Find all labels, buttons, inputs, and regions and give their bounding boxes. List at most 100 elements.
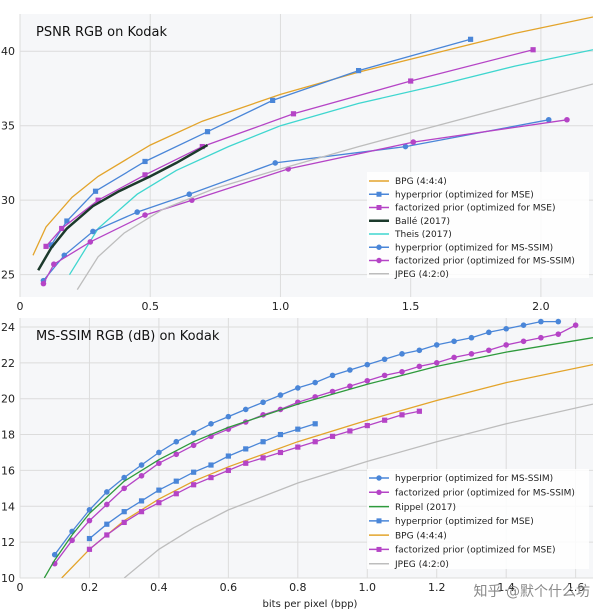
data-point-factorized-prior-optimized-for-mse <box>156 500 162 506</box>
legend-label: Theis (2017) <box>394 230 452 240</box>
ms-ssim-chart: 0 0.2 0.4 0.6 0.8 1.0 1.2 1.4 1.6 10 12 14 16 18 20 22 2… <box>1 318 593 594</box>
data-point-hyperprior-optimized-for-ms-ssim <box>242 406 249 413</box>
data-point-hyperprior-optimized-for-ms-ssim <box>156 449 162 456</box>
legend-label: hyperprior (optimized for MSE) <box>395 517 534 527</box>
legend-label: factorized prior (optimized for MS-SSIM) <box>395 257 575 267</box>
data-point-factorized-prior-optimized-for-ms-ssim <box>364 377 371 384</box>
x-tick-label: 1.5 <box>402 300 420 313</box>
data-point-factorized-prior-optimized-for-mse <box>121 519 127 526</box>
data-point-hyperprior-optimized-for-ms-ssim <box>545 116 552 123</box>
legend-label: factorized prior (optimized for MSE) <box>395 546 555 556</box>
data-point-factorized-prior-optimized-for-ms-ssim <box>121 485 127 492</box>
y-tick-label: 14 <box>1 500 15 513</box>
data-point-hyperprior-optimized-for-mse <box>225 453 231 459</box>
data-point-factorized-prior-optimized-for-mse <box>408 78 414 84</box>
legend-label: JPEG (4:2:0) <box>394 270 449 280</box>
y-tick-label: 16 <box>1 464 15 477</box>
data-point-hyperprior-optimized-for-ms-ssim <box>468 334 475 341</box>
data-point-hyperprior-optimized-for-mse <box>208 462 214 468</box>
series-group <box>32 16 593 290</box>
legend-label: hyperprior (optimized for MS-SSIM) <box>395 474 553 484</box>
data-point-hyperprior-optimized-for-ms-ssim <box>381 356 388 363</box>
legend-label: factorized prior (optimized for MS-SSIM) <box>395 488 575 498</box>
y-tick-label: 25 <box>1 269 15 282</box>
x-tick-label: 0 <box>17 300 24 313</box>
data-point-hyperprior-optimized-for-ms-ssim <box>520 322 527 328</box>
legend-marker <box>376 205 382 210</box>
data-point-factorized-prior-optimized-for-ms-ssim <box>538 334 544 341</box>
data-point-factorized-prior-optimized-for-mse <box>173 491 179 497</box>
series-line-hyperprior-optimized-for-mse <box>89 423 316 540</box>
data-point-factorized-prior-optimized-for-mse <box>382 417 388 423</box>
data-point-factorized-prior-optimized-for-mse <box>208 474 214 481</box>
legend-marker <box>376 257 382 264</box>
legend-label: BPG (4:4:4) <box>395 531 447 541</box>
data-point-factorized-prior-optimized-for-ms-ssim <box>520 338 527 345</box>
legend-marker <box>376 489 382 495</box>
data-point-hyperprior-optimized-for-mse <box>104 521 110 527</box>
legend-box <box>367 172 589 278</box>
data-point-factorized-prior-optimized-for-ms-ssim <box>51 261 57 268</box>
data-point-factorized-prior-optimized-for-mse <box>86 546 93 552</box>
data-point-factorized-prior-optimized-for-ms-ssim <box>399 368 405 375</box>
data-point-hyperprior-optimized-for-mse <box>204 129 211 135</box>
y-tick-label: 40 <box>1 45 15 58</box>
legend-marker <box>376 518 382 524</box>
data-point-hyperprior-optimized-for-mse <box>156 487 162 493</box>
data-point-hyperprior-optimized-for-ms-ssim <box>272 160 279 166</box>
legend-label: hyperprior (optimized for MS-SSIM) <box>395 243 553 253</box>
data-point-hyperprior-optimized-for-ms-ssim <box>329 372 336 379</box>
x-tick-label: 0.5 <box>141 300 159 313</box>
data-point-factorized-prior-optimized-for-ms-ssim <box>156 460 162 467</box>
data-point-hyperprior-optimized-for-mse <box>121 509 127 515</box>
x-tick-label: 1.4 <box>497 581 515 594</box>
data-point-factorized-prior-optimized-for-ms-ssim <box>142 212 148 218</box>
data-point-hyperprior-optimized-for-ms-ssim <box>260 399 266 406</box>
data-point-factorized-prior-optimized-for-mse <box>312 439 318 445</box>
series-line-hyperprior-optimized-for-ms-ssim <box>54 320 559 556</box>
data-point-hyperprior-optimized-for-ms-ssim <box>51 551 58 558</box>
legend-marker <box>376 191 382 197</box>
data-point-hyperprior-optimized-for-ms-ssim <box>451 338 457 345</box>
data-point-factorized-prior-optimized-for-mse <box>295 444 301 450</box>
data-point-factorized-prior-optimized-for-mse <box>138 509 145 515</box>
data-point-hyperprior-optimized-for-mse <box>86 535 93 542</box>
data-point-factorized-prior-optimized-for-ms-ssim <box>433 360 440 366</box>
data-point-hyperprior-optimized-for-mse <box>270 97 276 103</box>
data-point-hyperprior-optimized-for-mse <box>64 218 70 224</box>
legend-label: Ballé (2017) <box>395 216 450 227</box>
data-point-factorized-prior-optimized-for-ms-ssim <box>555 331 562 337</box>
series-line-bpg-4-4-4 <box>32 16 593 256</box>
x-tick-label: 0.2 <box>81 581 99 594</box>
data-point-hyperprior-optimized-for-mse <box>312 421 318 427</box>
legend-label: factorized prior (optimized for MSE) <box>395 204 555 214</box>
data-point-hyperprior-optimized-for-mse <box>243 446 249 452</box>
data-point-factorized-prior-optimized-for-mse <box>290 111 297 117</box>
data-point-hyperprior-optimized-for-ms-ssim <box>486 329 492 336</box>
y-tick-label: 24 <box>1 321 15 334</box>
series-line-theis-2017 <box>68 49 593 276</box>
data-point-factorized-prior-optimized-for-ms-ssim <box>87 239 94 245</box>
y-tick-label: 22 <box>1 357 15 370</box>
x-tick-label: 0.8 <box>289 581 307 594</box>
data-point-factorized-prior-optimized-for-mse <box>199 143 205 150</box>
data-point-hyperprior-optimized-for-ms-ssim <box>312 379 318 386</box>
data-point-hyperprior-optimized-for-mse <box>295 426 301 432</box>
data-point-factorized-prior-optimized-for-ms-ssim <box>410 139 417 145</box>
data-point-factorized-prior-optimized-for-ms-ssim <box>104 501 110 508</box>
x-tick-label: 1.0 <box>359 581 377 594</box>
data-point-hyperprior-optimized-for-ms-ssim <box>402 143 409 150</box>
legend-box <box>367 469 589 569</box>
data-point-hyperprior-optimized-for-ms-ssim <box>90 228 96 235</box>
legend-marker <box>376 475 382 481</box>
data-point-hyperprior-optimized-for-ms-ssim <box>433 342 440 348</box>
data-point-factorized-prior-optimized-for-ms-ssim <box>451 354 457 361</box>
legend-marker <box>376 546 382 552</box>
data-point-hyperprior-optimized-for-ms-ssim <box>277 392 284 398</box>
data-point-factorized-prior-optimized-for-mse <box>59 225 65 232</box>
series-line-factorized-prior-optimized-for-mse <box>89 410 420 550</box>
legend-label: hyperprior (optimized for MSE) <box>395 190 534 200</box>
data-point-hyperprior-optimized-for-ms-ssim <box>538 318 544 325</box>
data-point-factorized-prior-optimized-for-mse <box>364 422 370 429</box>
